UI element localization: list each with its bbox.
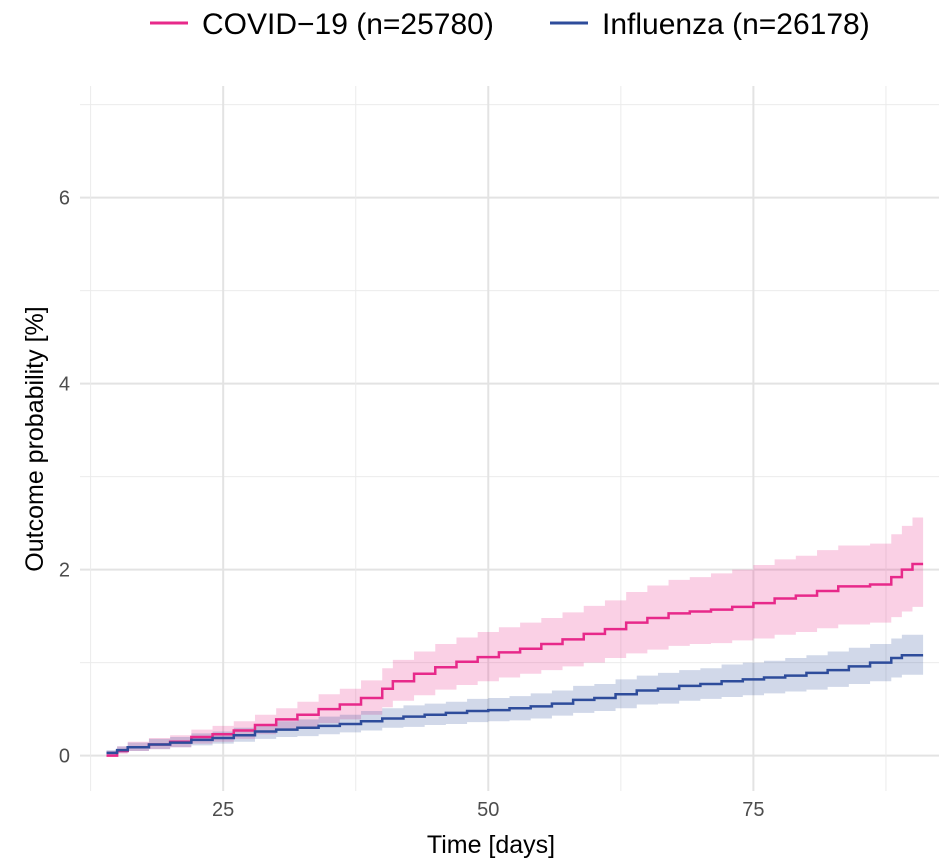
series-line-influenza	[106, 653, 924, 755]
legend-label-covid: COVID−19 (n=25780)	[202, 8, 494, 41]
y-tick-label: 6	[59, 188, 70, 210]
y-axis-ticks: 0 2 4 6	[59, 188, 70, 768]
y-tick-label: 2	[59, 560, 70, 582]
series-line-covid	[106, 562, 924, 757]
grid	[80, 86, 939, 791]
legend: COVID−19 (n=25780) Influenza (n=26178)	[150, 8, 870, 41]
x-tick-label: 25	[212, 799, 234, 821]
x-tick-label: 75	[742, 799, 764, 821]
x-axis-ticks: 25 50 75	[212, 799, 764, 821]
y-axis-title: Outcome probability [%]	[21, 306, 49, 571]
legend-label-influenza: Influenza (n=26178)	[602, 8, 870, 41]
ci-band-covid	[106, 517, 924, 756]
x-axis-title: Time [days]	[427, 831, 555, 859]
series-lines	[106, 562, 924, 757]
x-tick-label: 50	[477, 799, 499, 821]
y-tick-label: 0	[59, 746, 70, 768]
y-tick-label: 4	[59, 374, 70, 396]
ci-band-influenza	[106, 634, 924, 755]
confidence-bands	[106, 517, 924, 756]
